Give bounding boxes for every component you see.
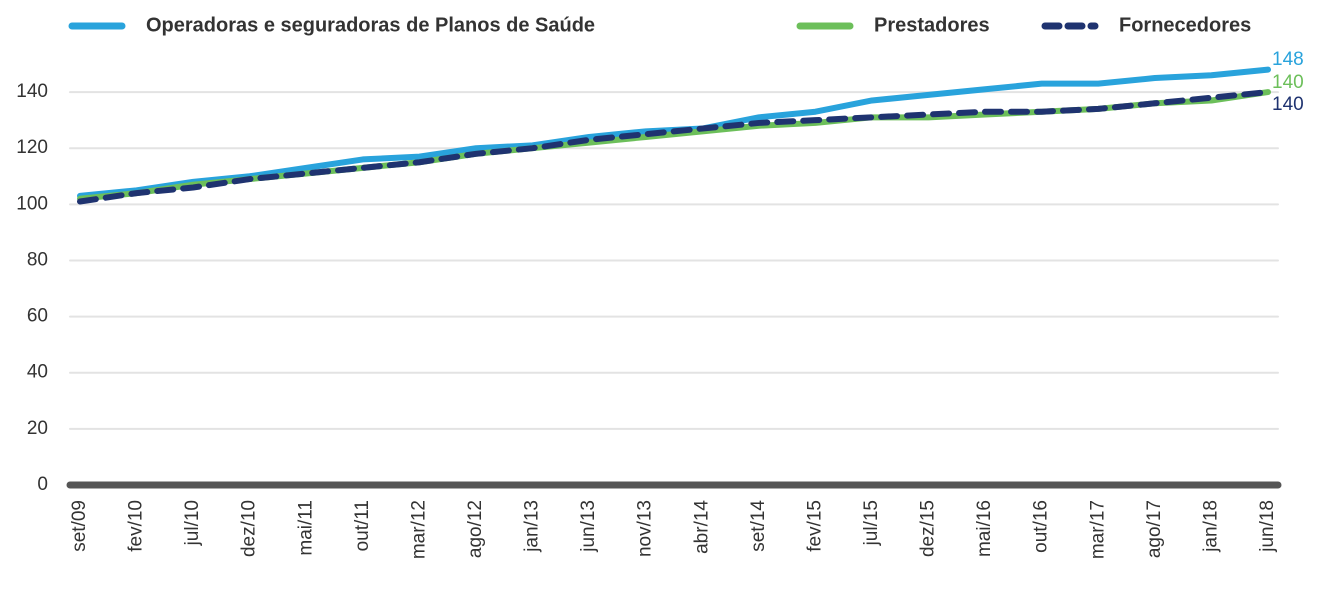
x-tick-label: ago/12 <box>465 500 486 558</box>
x-tick-label: abr/14 <box>691 500 712 554</box>
x-tick-label: fev/15 <box>804 500 825 552</box>
x-tick-label: jan/18 <box>1200 500 1221 553</box>
x-tick-label: dez/10 <box>239 500 260 557</box>
y-tick-label: 60 <box>27 306 48 327</box>
x-tick-label: mai/11 <box>295 500 316 556</box>
x-tick-label: mar/17 <box>1087 500 1108 559</box>
legend-label: Operadoras e seguradoras de Planos de Sa… <box>146 14 595 36</box>
y-tick-label: 100 <box>16 193 48 214</box>
x-tick-label: fev/10 <box>126 500 147 552</box>
x-tick-label: jul/10 <box>182 500 203 546</box>
legend-label: Fornecedores <box>1119 14 1251 36</box>
x-tick-label: jun/13 <box>578 500 599 553</box>
y-tick-label: 0 <box>37 474 48 495</box>
end-value-label: 140 <box>1272 94 1304 115</box>
y-tick-label: 20 <box>27 418 48 439</box>
x-tick-label: mai/16 <box>974 500 995 557</box>
x-tick-label: jan/13 <box>522 500 543 553</box>
x-tick-label: jul/15 <box>861 500 882 546</box>
x-tick-label: out/11 <box>352 500 373 551</box>
y-tick-label: 140 <box>16 81 48 102</box>
end-value-label: 148 <box>1272 49 1304 70</box>
y-tick-label: 80 <box>27 249 48 270</box>
x-tick-label: jun/18 <box>1257 500 1278 553</box>
x-tick-label: ago/17 <box>1144 500 1165 558</box>
end-value-label: 140 <box>1272 72 1304 93</box>
y-tick-label: 40 <box>27 362 48 383</box>
x-tick-label: set/09 <box>69 500 90 552</box>
x-tick-label: set/14 <box>748 500 769 552</box>
x-tick-label: mar/12 <box>408 500 429 559</box>
series-line <box>77 89 1271 205</box>
x-tick-label: dez/15 <box>918 500 939 557</box>
x-tick-label: out/16 <box>1031 500 1052 553</box>
y-tick-label: 120 <box>16 137 48 158</box>
legend-label: Prestadores <box>874 14 990 36</box>
x-tick-label: nov/13 <box>635 500 656 557</box>
